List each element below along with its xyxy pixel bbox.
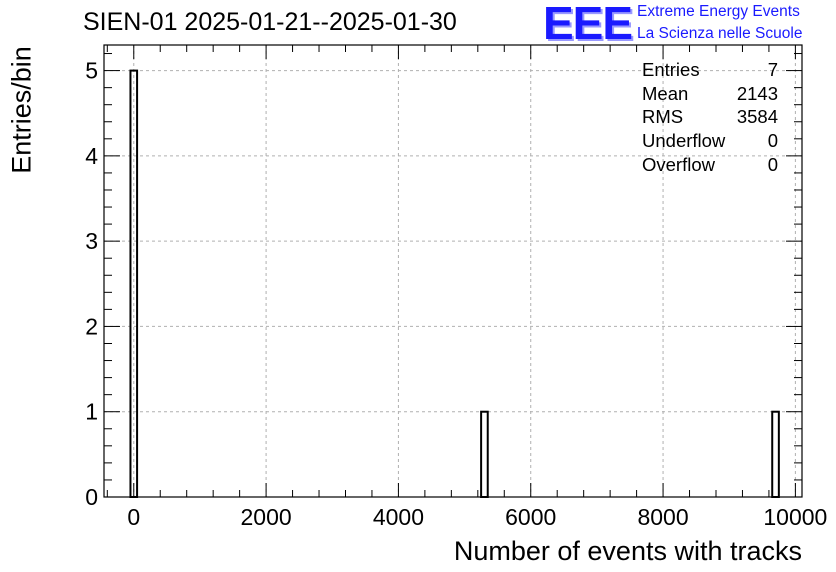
- x-tick-label: 0: [127, 504, 140, 530]
- x-tick-label: 6000: [505, 504, 556, 530]
- stat-rms: RMS 3584: [642, 106, 778, 130]
- y-tick-label: 3: [85, 228, 98, 254]
- x-tick-label: 8000: [637, 504, 688, 530]
- stat-underflow: Underflow 0: [642, 130, 778, 154]
- y-tick-label: 1: [85, 399, 98, 425]
- stat-value: 3584: [736, 106, 778, 128]
- y-tick-label: 4: [85, 143, 98, 169]
- logo-text-line1: Extreme Energy Events: [637, 3, 800, 20]
- stat-entries: Entries 7: [642, 59, 778, 83]
- stat-mean: Mean 2143: [642, 83, 778, 107]
- stat-label: Entries: [642, 59, 700, 80]
- y-tick-label: 2: [85, 313, 98, 339]
- stat-value: 0: [767, 153, 778, 175]
- stat-value: 0: [767, 130, 778, 152]
- plot-frame: [103, 44, 803, 498]
- stat-label: Overflow: [642, 153, 715, 175]
- stat-value: 2143: [736, 82, 778, 104]
- stat-label: Underflow: [642, 130, 726, 152]
- eee-logo: EEE: [543, 0, 633, 49]
- y-tick-label: 5: [85, 58, 98, 84]
- stat-value: 7: [767, 59, 778, 80]
- x-axis-label: Number of events with tracks: [453, 536, 802, 566]
- stat-label: Mean: [642, 82, 689, 104]
- x-tick-label: 10000: [763, 504, 827, 530]
- x-tick-label: 4000: [373, 504, 424, 530]
- histogram-bar: [480, 410, 489, 498]
- stats-box: Entries 7 Mean 2143 RMS 3584 Underflow 0…: [642, 59, 778, 177]
- histogram-bar: [129, 69, 139, 499]
- stat-overflow: Overflow 0: [642, 154, 778, 178]
- logo-text-line2: La Scienza nelle Scuole: [637, 25, 803, 42]
- y-tick-label: 0: [85, 484, 98, 510]
- stat-label: RMS: [642, 106, 684, 128]
- x-tick-label: 2000: [241, 504, 292, 530]
- histogram-bar: [771, 410, 780, 498]
- chart-title: SIEN-01 2025-01-21--2025-01-30: [83, 8, 457, 36]
